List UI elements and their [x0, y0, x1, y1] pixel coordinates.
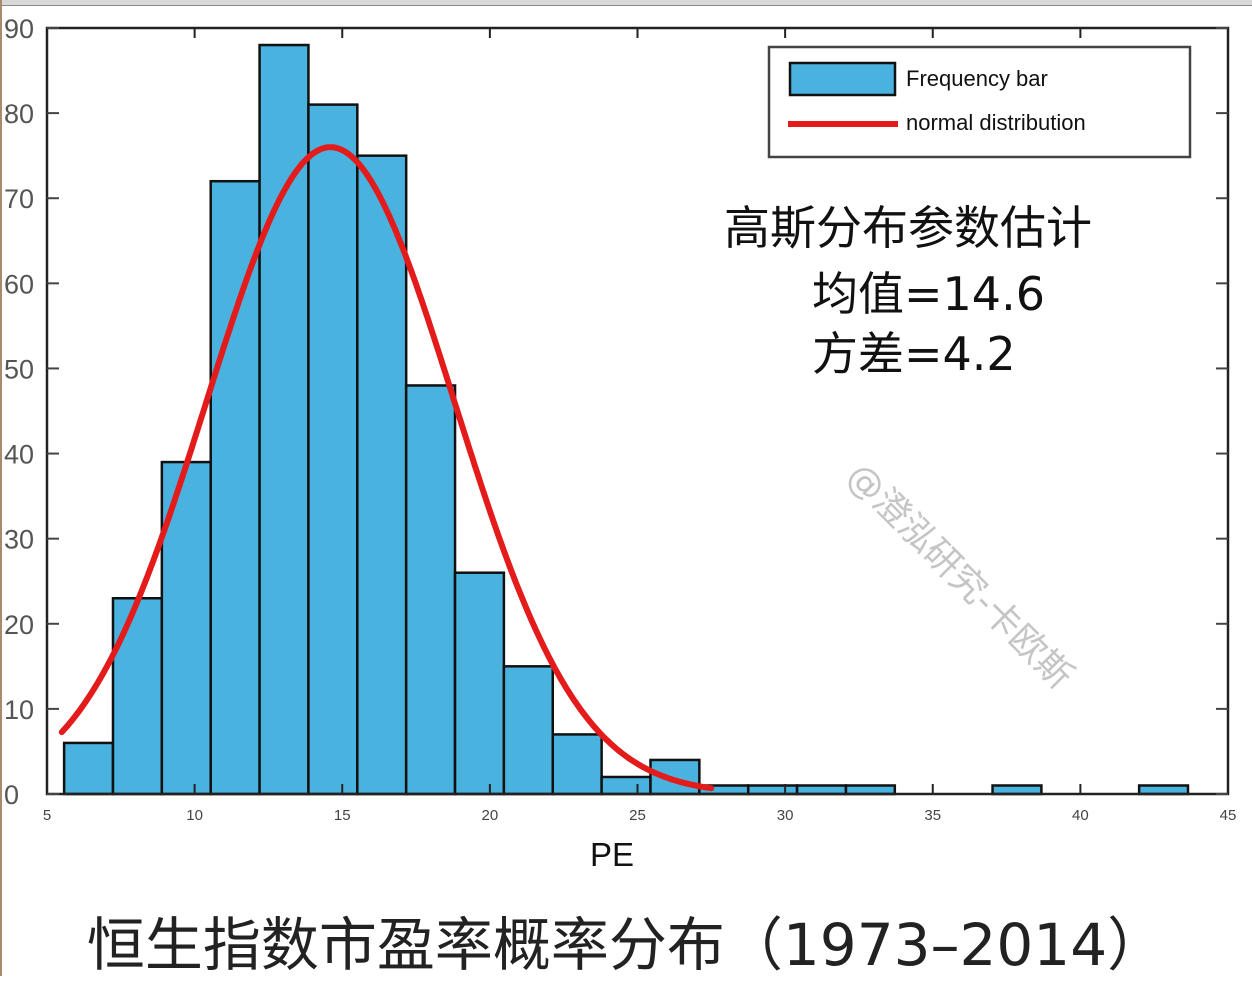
histogram-bar	[62, 741, 115, 796]
x-tick-label: 5	[43, 807, 51, 824]
histogram-bar	[258, 43, 310, 796]
x-tick-label: 20	[482, 807, 499, 824]
y-tick-label: 90	[4, 14, 34, 44]
histogram-bar	[502, 665, 555, 796]
x-tick-label: 15	[334, 807, 351, 824]
histogram-bar	[404, 384, 457, 796]
normal-distribution-curve	[58, 144, 715, 792]
y-tick-label: 60	[4, 269, 34, 299]
x-tick-label: 40	[1072, 807, 1089, 824]
y-tick-label: 0	[4, 780, 19, 810]
window-top-edge	[0, 0, 1252, 6]
y-tick-label: 50	[4, 354, 34, 384]
annotation-heading: 高斯分布参数估计	[724, 201, 1092, 255]
x-tick-label: 10	[186, 807, 203, 824]
x-tick-label: 25	[629, 807, 646, 824]
x-tick-label: 45	[1220, 807, 1237, 824]
watermark: @澄泓研究-卡欧斯	[839, 455, 1081, 697]
x-tick-label: 30	[777, 807, 794, 824]
window-left-edge	[0, 0, 2, 976]
y-tick-label: 40	[4, 440, 34, 470]
y-tick-label: 30	[4, 525, 34, 555]
histogram-bar	[746, 784, 799, 796]
histogram-bar	[209, 179, 261, 796]
histogram-bar	[1137, 784, 1190, 796]
annotation-variance: 方差=4.2	[812, 327, 1016, 381]
histogram-bar	[307, 103, 359, 796]
y-tick-label: 70	[4, 184, 34, 214]
legend-label-bar: Frequency bar	[906, 66, 1048, 91]
histogram-bar	[844, 784, 897, 796]
legend-swatch-bar	[788, 61, 897, 97]
legend: Frequency bar normal distribution	[767, 45, 1192, 159]
chart-title: 恒生指数市盈率概率分布（1973–2014）	[86, 911, 1166, 979]
y-tick-label: 10	[4, 695, 34, 725]
histogram-bar	[551, 733, 603, 796]
x-axis-label: PE	[590, 836, 634, 873]
annotation-mean: 均值=14.6	[812, 267, 1045, 321]
histogram-bar	[991, 784, 1043, 796]
y-tick-label: 80	[4, 99, 34, 129]
histogram-bar	[795, 784, 848, 796]
histogram-bar	[111, 596, 164, 796]
histogram-bar	[600, 775, 652, 796]
histogram-bar	[356, 154, 408, 796]
x-tick-label: 35	[924, 807, 941, 824]
y-tick-label: 20	[4, 610, 34, 640]
legend-label-curve: normal distribution	[906, 110, 1086, 135]
histogram-bar	[453, 571, 506, 796]
